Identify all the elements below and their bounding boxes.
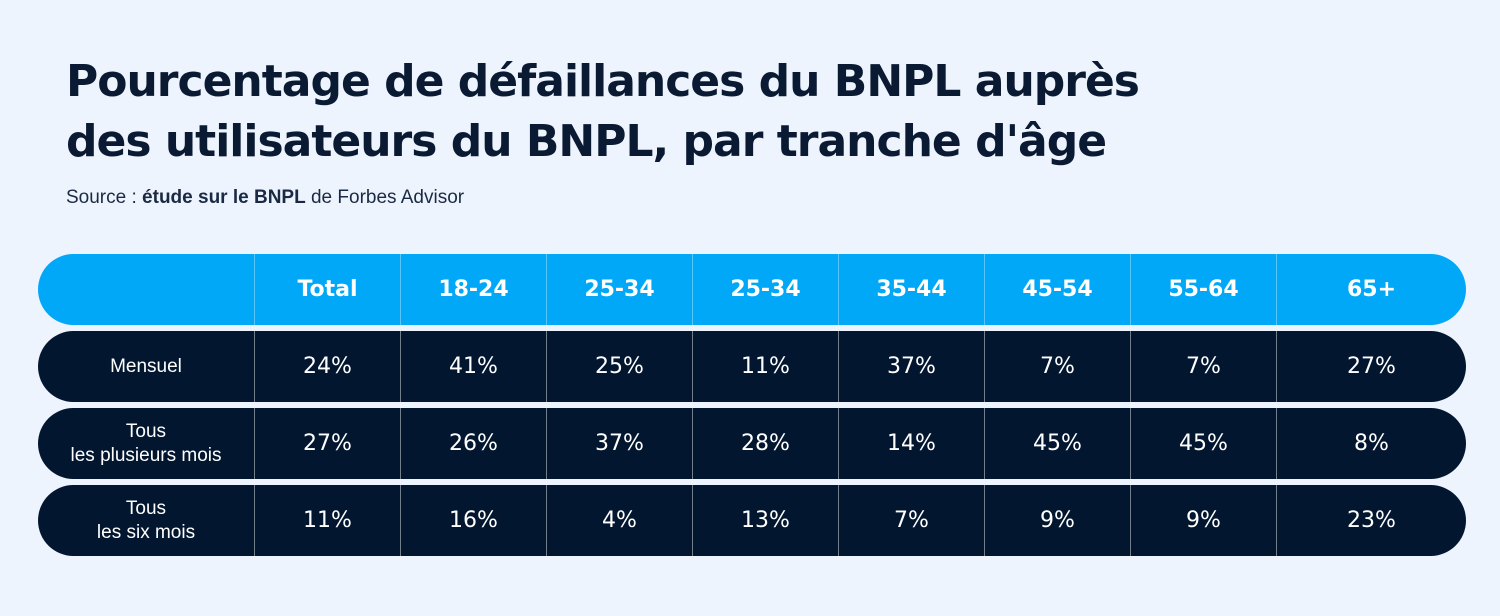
table-header-row: Total 18-24 25-34 25-34 35-44 45-54 55-6… <box>38 254 1466 325</box>
table-cell: 41% <box>400 331 546 402</box>
row-label: Tous les plusieurs mois <box>38 408 254 479</box>
table-cell: 9% <box>1130 485 1276 556</box>
header-cell-total: Total <box>254 254 400 325</box>
table-cell: 13% <box>692 485 838 556</box>
chart-title: Pourcentage de défaillances du BNPL aupr… <box>66 52 1266 172</box>
table-cell: 28% <box>692 408 838 479</box>
table-cell: 37% <box>838 331 984 402</box>
table-cell: 7% <box>984 331 1130 402</box>
table-cell: 27% <box>254 408 400 479</box>
row-label-line: les six mois <box>96 521 196 543</box>
table-cell: 8% <box>1276 408 1466 479</box>
source-note: Source : étude sur le BNPL de Forbes Adv… <box>66 187 464 209</box>
table-cell: 45% <box>984 408 1130 479</box>
row-label-line: Tous <box>125 420 167 442</box>
table-row: Mensuel 24% 41% 25% 11% 37% 7% 7% 27% <box>38 331 1466 402</box>
table-cell: 37% <box>546 408 692 479</box>
header-cell-empty <box>38 254 254 325</box>
table-cell: 16% <box>400 485 546 556</box>
source-suffix: de Forbes Advisor <box>305 187 465 208</box>
table-cell: 7% <box>838 485 984 556</box>
row-label-line: Tous <box>125 497 167 519</box>
header-cell-age: 25-34 <box>692 254 838 325</box>
table-cell: 45% <box>1130 408 1276 479</box>
row-label-line: Mensuel <box>110 355 182 377</box>
table-cell: 7% <box>1130 331 1276 402</box>
row-label: Mensuel <box>38 331 254 402</box>
table-cell: 26% <box>400 408 546 479</box>
header-cell-age: 35-44 <box>838 254 984 325</box>
table-row: Tous les plusieurs mois 27% 26% 37% 28% … <box>38 408 1466 479</box>
table-cell: 11% <box>254 485 400 556</box>
table-cell: 24% <box>254 331 400 402</box>
source-study-name: étude sur le BNPL <box>142 187 306 208</box>
header-cell-age: 25-34 <box>546 254 692 325</box>
header-cell-age: 45-54 <box>984 254 1130 325</box>
row-label: Tous les six mois <box>38 485 254 556</box>
chart-title-line-2: des utilisateurs du BNPL, par tranche d'… <box>66 116 1107 167</box>
table-cell: 23% <box>1276 485 1466 556</box>
table-cell: 25% <box>546 331 692 402</box>
table-row: Tous les six mois 11% 16% 4% 13% 7% 9% 9… <box>38 485 1466 556</box>
chart-title-line-1: Pourcentage de défaillances du BNPL aupr… <box>66 56 1140 107</box>
row-label-line: les plusieurs mois <box>70 444 222 466</box>
table-cell: 11% <box>692 331 838 402</box>
table-cell: 4% <box>546 485 692 556</box>
table-cell: 9% <box>984 485 1130 556</box>
header-cell-age: 65+ <box>1276 254 1466 325</box>
header-cell-age: 55-64 <box>1130 254 1276 325</box>
source-prefix: Source : <box>66 187 143 208</box>
table-cell: 14% <box>838 408 984 479</box>
header-cell-age: 18-24 <box>400 254 546 325</box>
table-cell: 27% <box>1276 331 1466 402</box>
